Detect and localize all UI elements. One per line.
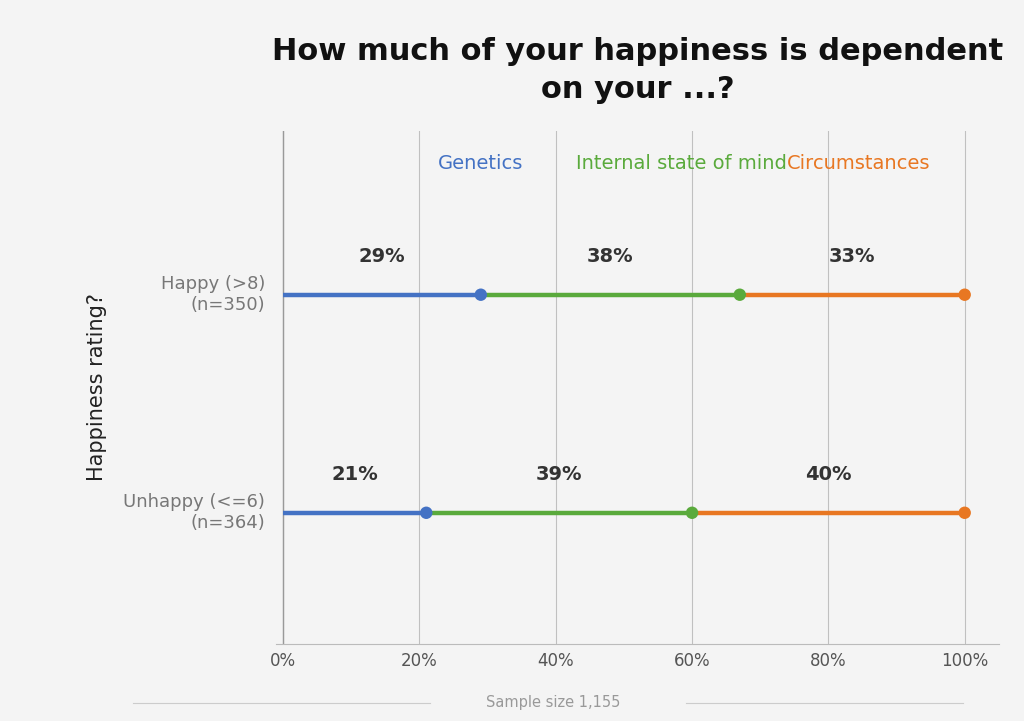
Text: 21%: 21% <box>332 466 378 485</box>
Point <box>956 289 973 301</box>
Text: 29%: 29% <box>358 247 406 266</box>
Point <box>731 289 748 301</box>
Text: 38%: 38% <box>587 247 634 266</box>
Text: Sample size 1,155: Sample size 1,155 <box>485 696 621 710</box>
Title: How much of your happiness is dependent
on your ...?: How much of your happiness is dependent … <box>272 37 1004 104</box>
Text: 33%: 33% <box>829 247 876 266</box>
Point <box>473 289 489 301</box>
Text: 39%: 39% <box>536 466 583 485</box>
Point <box>684 507 700 518</box>
Text: 40%: 40% <box>805 466 852 485</box>
Text: Circumstances: Circumstances <box>787 154 931 173</box>
Point <box>418 507 434 518</box>
Point <box>956 507 973 518</box>
Text: Genetics: Genetics <box>438 154 523 173</box>
Text: Internal state of mind: Internal state of mind <box>577 154 787 173</box>
Y-axis label: Happiness rating?: Happiness rating? <box>87 293 106 482</box>
